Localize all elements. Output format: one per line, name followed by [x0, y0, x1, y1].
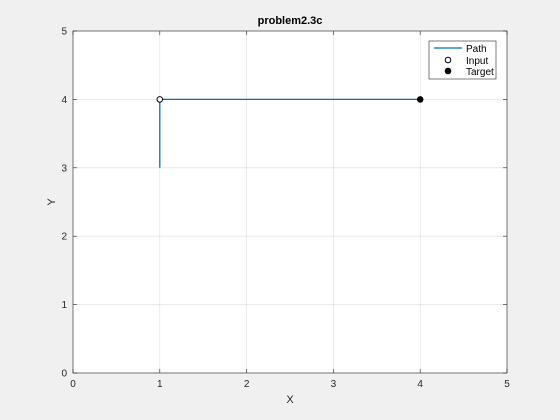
- y-tick-label: 2: [61, 232, 67, 243]
- ticks: 0 1 2 3 4 5 0 1 2 3 4 5: [61, 27, 510, 391]
- y-tick-label: 0: [61, 369, 67, 380]
- y-tick-label: 1: [61, 300, 67, 311]
- legend-input-label: Input: [466, 56, 488, 67]
- y-axis-label: Y: [46, 198, 58, 206]
- series-layer: [156, 96, 424, 168]
- chart-title: problem2.3c: [258, 15, 323, 27]
- x-tick-label: 1: [157, 379, 163, 390]
- target-point: [416, 96, 424, 103]
- input-point: [156, 96, 164, 103]
- plot-background: [73, 31, 507, 373]
- plot-border: [72, 30, 508, 374]
- x-tick-label: 0: [70, 379, 76, 390]
- x-tick-label: 2: [244, 379, 250, 390]
- x-axis-label: X: [286, 394, 294, 406]
- y-tick-label: 4: [61, 95, 67, 106]
- y-tick-label: 3: [61, 163, 67, 174]
- legend-box: [428, 40, 497, 80]
- x-tick-label: 4: [417, 379, 423, 390]
- y-tick-label: 5: [61, 27, 67, 38]
- legend-input-swatch: [444, 56, 452, 64]
- legend-target-label: Target: [466, 67, 494, 78]
- legend: Path Input Target: [428, 40, 497, 80]
- x-tick-label: 5: [504, 379, 510, 390]
- x-tick-label: 3: [331, 379, 337, 390]
- legend-target-swatch: [444, 67, 452, 75]
- legend-path-label: Path: [466, 44, 487, 55]
